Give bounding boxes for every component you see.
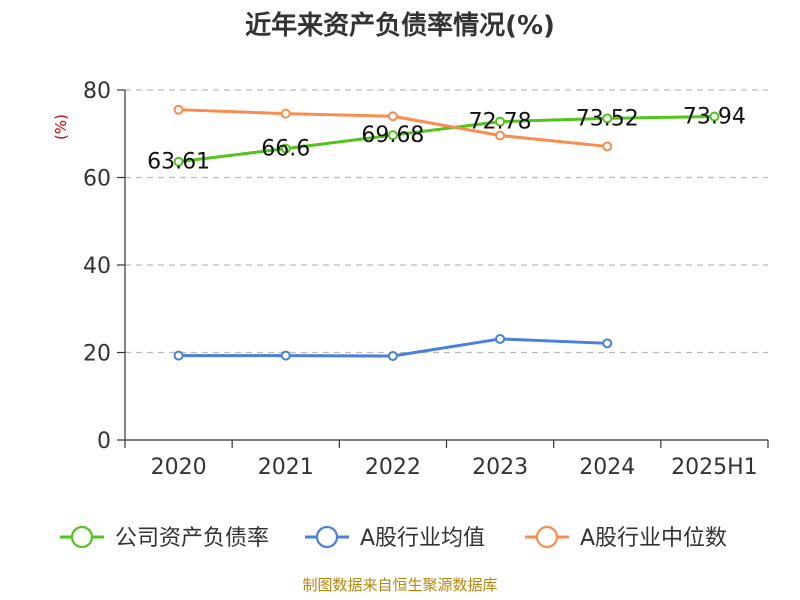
data-label-2023: 72.78: [469, 110, 532, 135]
data-label-2021: 66.6: [261, 137, 310, 162]
series-0-point-2022: [387, 130, 398, 141]
series-1-point-2024: [602, 338, 613, 349]
series-0-point-2020: [173, 156, 184, 167]
series-2-point-2020: [173, 104, 184, 115]
series-2-point-2022: [387, 111, 398, 122]
series-1-point-2021: [280, 350, 291, 361]
series-1-point-2023: [495, 333, 506, 344]
series-line-0: [178, 115, 715, 164]
data-label-2022: 69.68: [361, 123, 424, 148]
series-0-point-2025H1: [709, 111, 720, 122]
data-label-2024: 73.52: [576, 106, 639, 131]
series-0-point-2023: [495, 116, 506, 127]
data-label-2020: 63.61: [147, 150, 210, 175]
x-tick-label-2023: 2023: [472, 455, 528, 480]
series-group: [173, 104, 720, 361]
series-2-point-2024: [602, 141, 613, 152]
legend-item-1[interactable]: A股行业均值: [305, 525, 485, 551]
y-axis-unit: (%): [52, 114, 70, 140]
series-1-point-2022: [387, 351, 398, 361]
legend-marker-1: [315, 525, 339, 549]
axes: 0 20 40 60 80 2020 2021 2022 2023 2024 2025H1: [83, 79, 769, 480]
legend-marker-0: [70, 525, 94, 549]
x-tick-label-2020: 2020: [151, 455, 207, 480]
x-tick-label-2024: 2024: [579, 455, 635, 480]
series-2-point-2023: [495, 130, 506, 141]
legend-item-2[interactable]: A股行业中位数: [525, 525, 727, 551]
y-tick-label-40: 40: [83, 254, 111, 279]
x-tick-label-2025H1: 2025H1: [671, 455, 758, 480]
legend-label-0: 公司资产负债率: [115, 526, 269, 551]
series-2-point-2021: [280, 108, 291, 119]
x-tick-label-2022: 2022: [365, 455, 421, 480]
y-tick-label-0: 0: [97, 429, 111, 454]
data-label-2025H1: 73.94: [683, 105, 746, 130]
y-tick-label-20: 20: [83, 342, 111, 367]
y-tick-label-60: 60: [83, 167, 111, 192]
grid-lines: [125, 89, 768, 354]
series-0-point-2021: [280, 143, 291, 154]
data-labels: 63.61 66.6 69.68 72.78 73.52 73.94: [147, 105, 746, 175]
chart-title: 近年来资产负债率情况(%): [245, 10, 555, 41]
series-1-point-2020: [173, 350, 184, 361]
legend-item-0[interactable]: 公司资产负债率: [60, 525, 269, 551]
x-tick-label-2021: 2021: [258, 455, 314, 480]
legend-label-1: A股行业均值: [360, 526, 485, 551]
y-tick-label-80: 80: [83, 79, 111, 104]
source-note: 制图数据来自恒生聚源数据库: [302, 576, 497, 594]
legend[interactable]: 公司资产负债率 A股行业均值 A股行业中位数: [60, 525, 727, 551]
legend-label-2: A股行业中位数: [580, 526, 727, 551]
series-0-point-2024: [602, 113, 613, 124]
legend-marker-2: [535, 525, 559, 549]
